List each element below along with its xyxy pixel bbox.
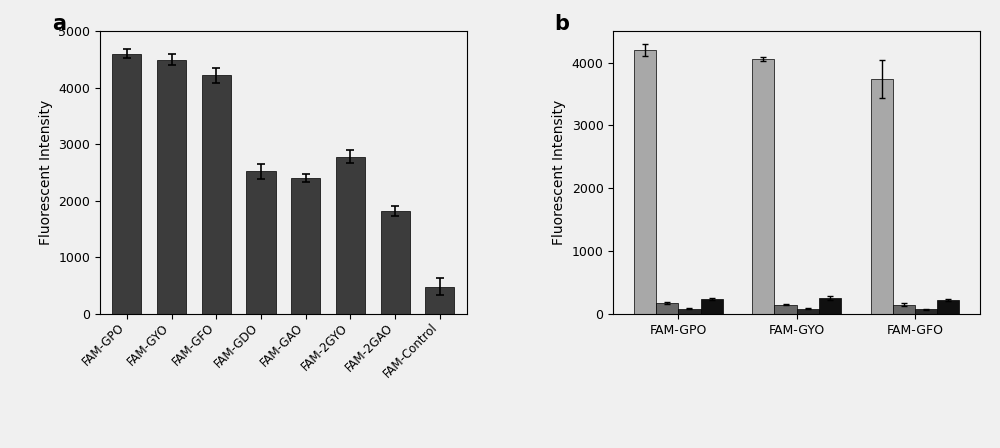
Bar [425, 287, 454, 314]
Bar [819, 298, 841, 314]
Y-axis label: Fluorescent Intensity: Fluorescent Intensity [552, 100, 566, 245]
Bar [381, 211, 410, 314]
Bar [937, 300, 959, 314]
Bar [634, 50, 656, 314]
Bar [246, 171, 276, 314]
Bar [291, 178, 320, 314]
Text: a: a [52, 14, 66, 34]
Y-axis label: Fluorescent Intensity: Fluorescent Intensity [39, 100, 53, 245]
Text: b: b [555, 14, 570, 34]
Bar [336, 157, 365, 314]
Bar [871, 79, 893, 314]
Bar [893, 305, 915, 314]
Bar [701, 299, 723, 314]
Bar [797, 309, 819, 314]
Bar [774, 305, 797, 314]
Bar [157, 60, 186, 314]
Bar [202, 75, 231, 314]
Bar [915, 309, 937, 314]
Bar [112, 54, 141, 314]
Bar [752, 59, 774, 314]
Bar [656, 303, 678, 314]
Bar [678, 309, 701, 314]
